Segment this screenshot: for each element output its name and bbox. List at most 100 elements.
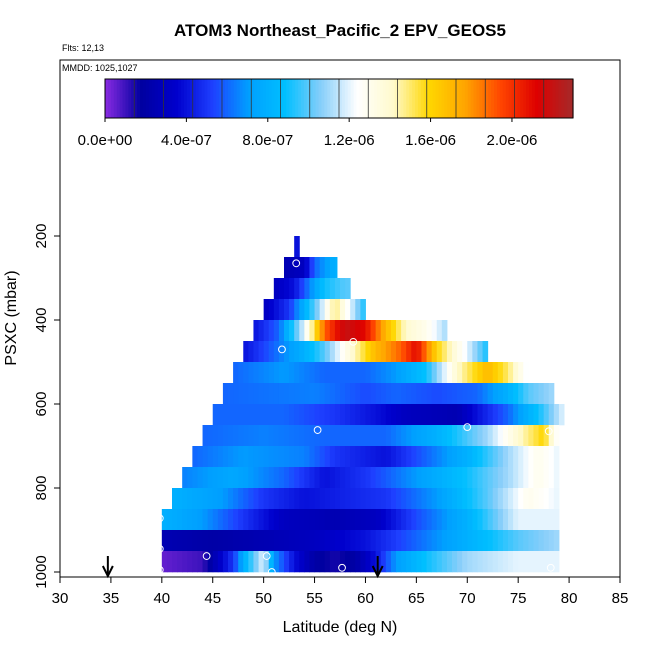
heat-cell [523,467,529,489]
heat-cell [380,341,387,363]
heat-cell [401,383,407,405]
colorbar-segment [546,79,551,118]
heat-cell [385,383,392,405]
colorbar-segment [426,79,431,118]
heat-cell [268,383,275,405]
heat-cell [258,362,265,384]
heat-cell [553,488,560,510]
heat-cell [487,362,494,384]
heat-cell [273,467,280,489]
heat-cell [553,509,560,531]
heat-cell [273,425,280,447]
heat-cell [355,467,361,489]
heat-cell [533,404,540,426]
heat-cell [258,320,265,342]
heat-cell [233,383,239,405]
heat-cell [299,299,305,321]
heat-cell [543,446,550,468]
heat-cell [492,404,499,426]
heat-cell [380,509,387,531]
heat-cell [446,404,453,426]
colorbar-segment [526,79,530,118]
heat-cell [452,404,458,426]
colorbar-segment [151,79,156,118]
heat-cell [528,383,534,405]
heat-cell [350,320,356,342]
heat-cell [309,446,316,468]
heat-cell [370,446,377,468]
colorbar-segment [441,79,445,118]
colorbar-segment [438,79,442,118]
colorbar-segment [166,79,170,118]
heat-cell [452,530,458,552]
colorbar-segment [245,79,249,118]
heat-cell [396,467,402,489]
heat-cell [350,551,356,573]
heat-cell [543,509,550,531]
heat-cell [482,341,489,363]
heat-cell [202,509,209,531]
heat-cell [340,551,346,573]
heat-cell [533,551,540,573]
heat-cell [477,488,484,510]
colorbar-segment [394,79,399,118]
heat-cell [467,467,473,489]
colorbar-segment [137,79,141,118]
heat-cell [263,362,270,384]
heat-cell [441,341,448,363]
heat-cell [324,509,331,531]
heat-cell [340,341,346,363]
heat-cell [538,530,545,552]
x-tick-label: 30 [52,590,69,607]
heat-cell [345,467,351,489]
heat-cell [472,509,478,531]
heat-cell [289,509,295,531]
heat-cell [446,551,453,573]
heat-cell [533,530,540,552]
colorbar-segment [450,79,454,118]
heat-cell [197,551,204,573]
heat-cell [457,362,463,384]
heat-cell [334,362,341,384]
heat-cell [492,530,499,552]
colorbar-segment [570,79,574,118]
colorbar-segment [219,79,223,118]
heat-cell [487,467,494,489]
colorbar-segment [520,79,524,118]
heat-cell [508,488,514,510]
heat-cell [375,509,382,531]
data-marker [155,545,164,553]
heat-cell [508,509,514,531]
colorbar-segment [403,79,407,118]
colorbar-segment [309,79,314,118]
heat-cell [441,446,448,468]
heat-cell [406,341,412,363]
heat-cell [314,383,321,405]
heat-cell [523,509,529,531]
heat-cell [187,467,193,489]
heat-cell [553,530,560,552]
heat-cell [513,383,519,405]
heat-cell [248,446,254,468]
colorbar-segment [558,79,562,118]
heat-cell [477,446,484,468]
heat-cell [192,551,198,573]
heat-cell [497,488,504,510]
heat-cell [314,404,321,426]
heat-cell [166,509,173,531]
heat-cell [452,467,458,489]
heat-cell [441,425,448,447]
heat-cell [497,446,504,468]
heat-cell [278,278,285,300]
colorbar-segment [321,79,325,118]
heat-cell [431,446,438,468]
heat-cell [228,488,234,510]
colorbar-segment [298,79,302,118]
heat-cell [345,383,351,405]
heat-cell [345,551,351,573]
y-tick-label: 1000 [33,555,50,588]
heat-cell [309,341,316,363]
heat-cell [436,530,443,552]
heat-cell [222,446,229,468]
